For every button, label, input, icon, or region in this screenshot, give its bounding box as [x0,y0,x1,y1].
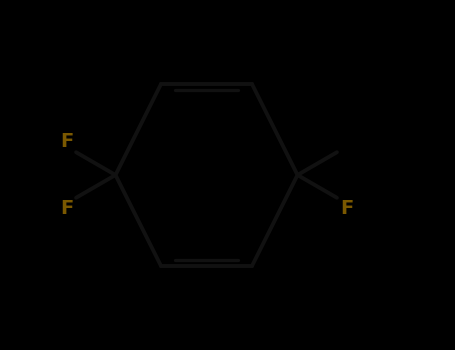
Text: F: F [340,199,354,218]
Text: F: F [60,132,73,150]
Text: F: F [60,199,73,218]
